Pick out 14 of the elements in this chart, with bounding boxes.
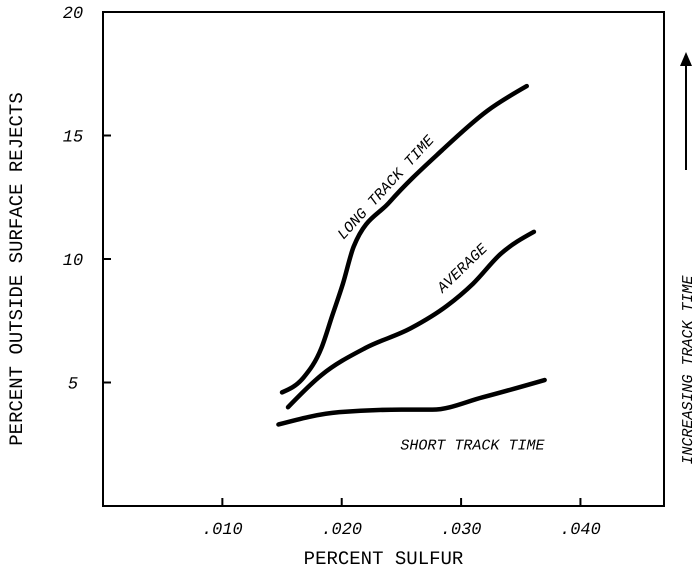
y-tick-label: 10 — [62, 252, 84, 271]
x-axis-title: PERCENT SULFUR — [304, 548, 464, 570]
series-label: SHORT TRACK TIME — [400, 438, 546, 455]
line-series — [276, 378, 547, 427]
x-tick-label: .020 — [321, 521, 362, 540]
text: INCREASING TRACK TIME — [680, 274, 696, 465]
line-series — [280, 84, 529, 395]
y-tick-label: 5 — [68, 375, 78, 394]
y-axis-title: PERCENT OUTSIDE SURFACE REJECTS — [6, 92, 28, 446]
y-tick-label: 20 — [62, 4, 84, 24]
x-tick-label: .010 — [202, 521, 243, 540]
x-tick-label: .040 — [560, 521, 601, 540]
x-tick-label: .030 — [440, 521, 482, 540]
y-tick-label: 15 — [62, 128, 84, 148]
